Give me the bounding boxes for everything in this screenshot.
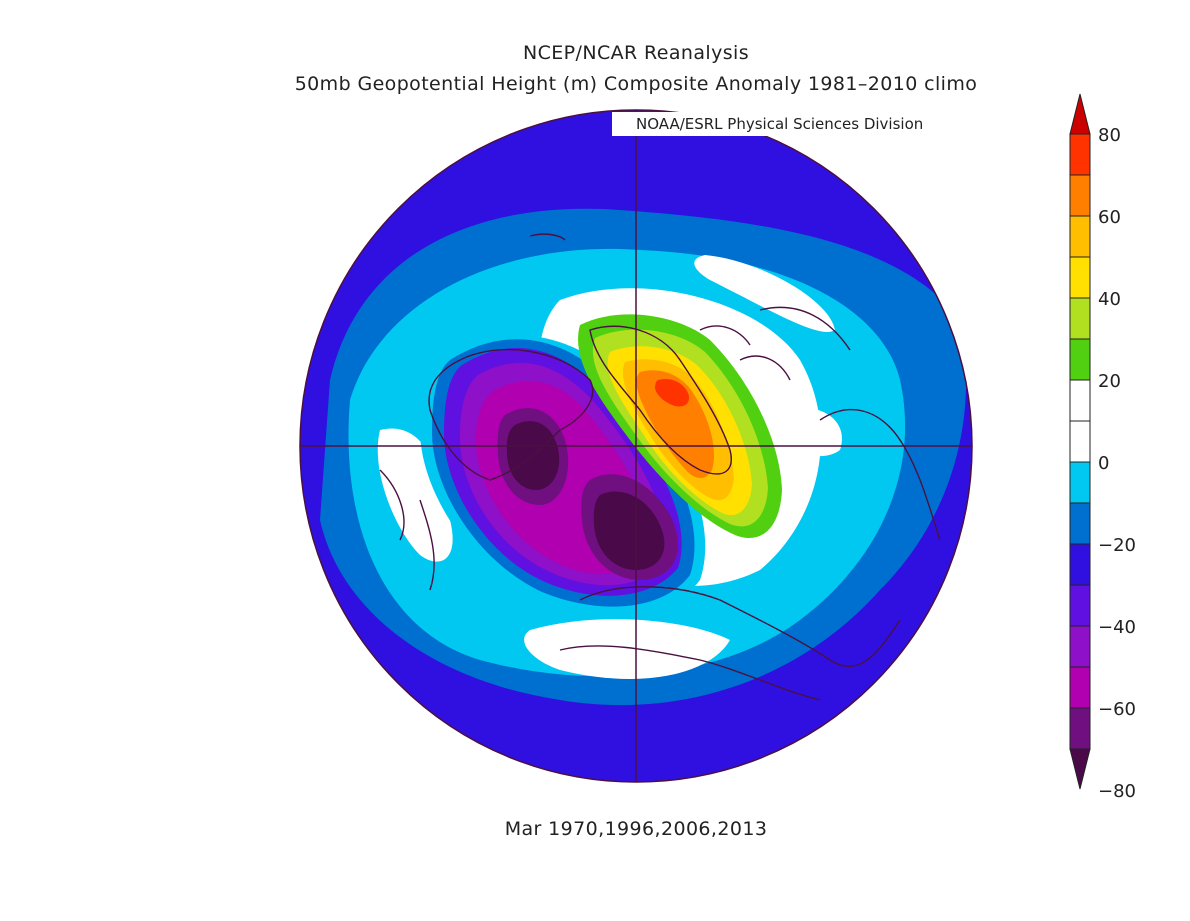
colorbar-label: 80 [1098, 125, 1121, 146]
coast-asia-east [759, 306, 941, 541]
colorbar-label: −60 [1098, 699, 1136, 720]
colorbar-label: 40 [1098, 289, 1121, 310]
colorbar-bottom-arrow [1069, 748, 1091, 790]
colorbar-label: −40 [1098, 617, 1136, 638]
pos-zone-5 [636, 370, 715, 479]
colorbar-top-arrow [1069, 93, 1091, 135]
coast-eurasia [559, 586, 901, 701]
map-boundary [299, 109, 973, 783]
colorbar-segment [1069, 379, 1091, 422]
map-subtitle: 50mb Geopotential Height (m) Composite A… [294, 73, 978, 95]
colorbar-segment [1069, 625, 1091, 668]
colorbar-label: 0 [1098, 453, 1110, 474]
colorbar-label: 20 [1098, 371, 1121, 392]
colorbar [1069, 93, 1091, 790]
coast-greenland [589, 325, 732, 475]
period-label: Mar 1970,1996,2006,2013 [504, 818, 768, 840]
map-title: NCEP/NCAR Reanalysis [522, 42, 750, 64]
colorbar-segment [1069, 461, 1091, 504]
polar-anomaly-map [299, 109, 973, 783]
colorbar-segment [1069, 666, 1091, 709]
colorbar-segment [1069, 707, 1091, 750]
coast-north-america [379, 348, 594, 591]
neg-zone-7b [593, 491, 665, 570]
colorbar-segment [1069, 174, 1091, 217]
coast-arctic-islands [529, 233, 791, 381]
colorbar-segment [1069, 215, 1091, 258]
colorbar-segment [1069, 338, 1091, 381]
colorbar-segment [1069, 543, 1091, 586]
credit-label: NOAA/ESRL Physical Sciences Division [612, 112, 967, 136]
colorbar-segment [1069, 584, 1091, 627]
coastlines [379, 233, 941, 701]
colorbar-label: 60 [1098, 207, 1121, 228]
white-zone-c [377, 428, 453, 562]
white-zone-d [524, 619, 730, 679]
colorbar-segments [1069, 93, 1091, 790]
colorbar-segment [1069, 256, 1091, 299]
colorbar-label: −20 [1098, 535, 1136, 556]
white-zone-e [778, 407, 842, 457]
pos-zone-6 [655, 378, 690, 407]
colorbar-segment [1069, 420, 1091, 463]
white-zone-b [694, 255, 835, 332]
anomaly-fields [300, 110, 972, 782]
colorbar-segment [1069, 502, 1091, 545]
colorbar-label: −80 [1098, 781, 1136, 802]
colorbar-segment [1069, 133, 1091, 176]
colorbar-segment [1069, 297, 1091, 340]
